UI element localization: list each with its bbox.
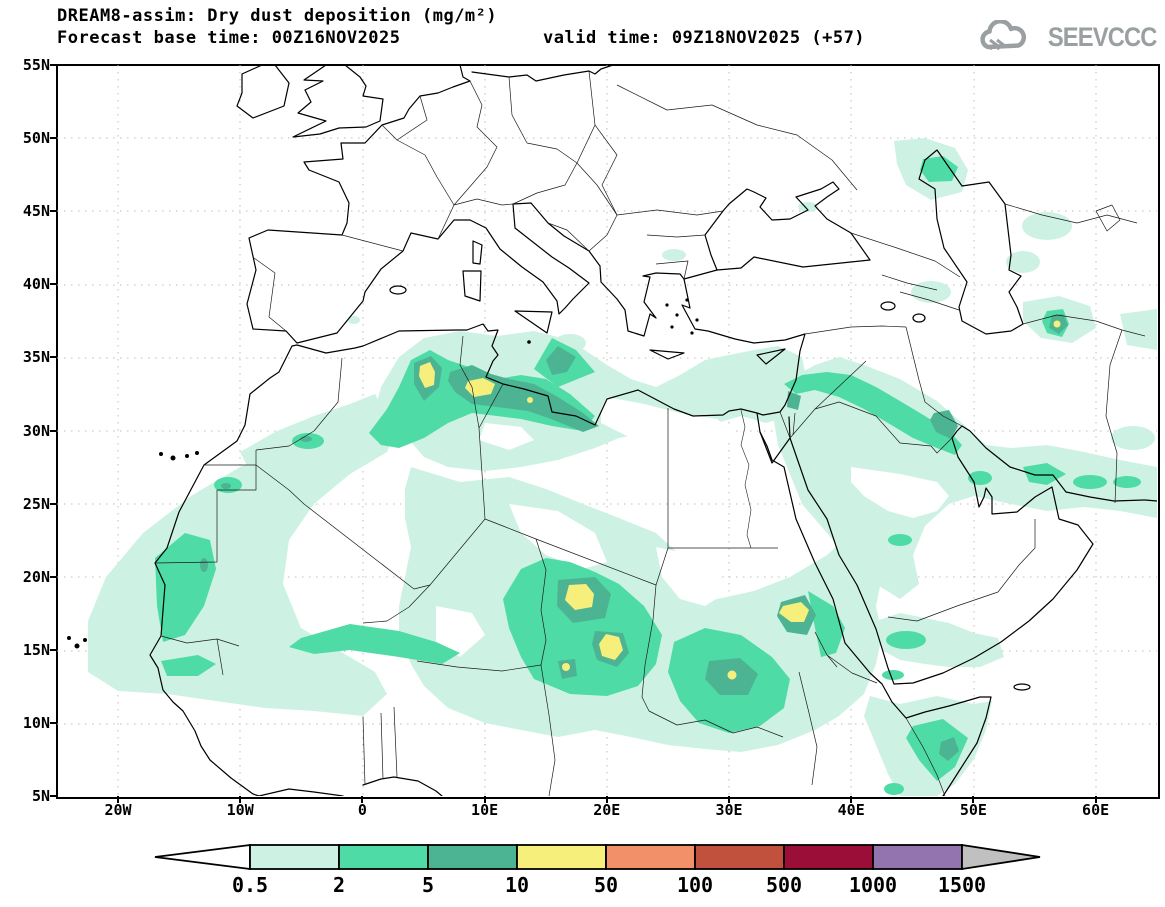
logo-text: SEEVCCC [1048,21,1158,52]
x-axis-tick [117,796,119,803]
x-axis-tick [1094,796,1097,803]
colorbar-value: 2 [332,873,346,897]
colorbar-value: 1000 [848,873,898,897]
y-axis-tick [50,283,57,286]
x-axis-label: 10E [471,801,499,819]
x-axis-tick [728,796,730,803]
x-axis-label: 20E [593,801,621,819]
colorbar-value: 10 [504,873,530,897]
map-canvas [57,65,1157,796]
y-axis-label: 15N [22,640,50,659]
dust-contours-level-10 [419,320,1061,680]
colorbar-segment [783,844,874,870]
colorbar-value: 500 [765,873,803,897]
x-axis-label: 30E [715,801,743,819]
colorbar-segment [427,844,518,870]
y-axis-label: 55N [22,56,50,74]
y-axis-tick [50,356,57,359]
y-axis-tick [50,575,57,578]
y-axis-label: 50N [22,129,50,148]
forecast-base-time: Forecast base time: 00Z16NOV2025 [57,28,401,48]
y-axis-tick [50,648,57,651]
colorbar-value: 5 [421,873,435,897]
seevccc-logo: SEEVCCC [977,20,1158,54]
y-axis-tick [50,795,57,797]
y-axis-label: 45N [22,202,50,221]
colorbar-segment [605,844,696,870]
x-axis-label: 60E [1082,801,1110,819]
dust-contours-level-0-5 [88,138,1157,796]
y-axis-label: 40N [22,275,50,294]
y-axis-label: 35N [22,348,50,367]
y-axis-label: 30N [22,421,50,440]
colorbar-value: 0.5 [231,873,269,897]
y-axis-tick [50,721,57,724]
y-axis-tick [50,64,57,66]
colorbar-value: 50 [593,873,619,897]
colorbar-segment [516,844,607,870]
page-title: DREAM8-assim: Dry dust deposition (mg/m²… [57,6,498,26]
y-axis-tick [50,137,57,140]
x-axis-tick [850,796,853,803]
x-axis-tick [972,796,975,803]
colorbar-value: 1500 [937,873,987,897]
colorbar-segment [694,844,785,870]
y-axis-tick [50,502,57,505]
colorbar [154,843,1041,871]
x-axis-label: 0 [357,801,367,819]
y-axis-tick [50,210,57,213]
y-axis-label: 25N [22,494,50,513]
colorbar-segment [338,844,429,870]
colorbar-segment [249,844,340,870]
y-axis-tick [50,429,57,432]
y-axis-label: 10N [22,713,50,732]
x-axis-tick [483,796,486,803]
colorbar-segment [872,844,963,870]
valid-time: valid time: 09Z18NOV2025 (+57) [543,28,866,48]
y-axis-label: 20N [22,567,50,586]
y-axis-label: 5N [31,787,50,805]
coastlines [67,65,1157,796]
colorbar-under-arrow [154,843,251,871]
country-borders [154,70,1146,796]
x-axis-tick [239,796,242,803]
colorbar-value: 100 [676,873,714,897]
x-axis-label: 40E [837,801,865,819]
x-axis-tick [605,796,608,803]
x-axis-label: 20W [104,801,132,819]
dust-contours-level-2 [155,156,1141,795]
x-axis-label: 50E [959,801,987,819]
colorbar-over-arrow [961,843,1041,871]
x-axis-tick [361,796,364,803]
x-axis-label: 10W [226,801,254,819]
cloud-icon [980,20,1027,51]
